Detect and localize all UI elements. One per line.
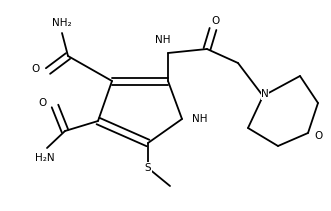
Text: O: O — [314, 131, 322, 141]
Text: NH: NH — [192, 114, 208, 124]
Text: O: O — [212, 16, 220, 26]
Text: NH₂: NH₂ — [52, 18, 72, 28]
Text: NH: NH — [155, 35, 171, 45]
Text: O: O — [39, 98, 47, 108]
Text: N: N — [261, 89, 269, 99]
Text: O: O — [32, 64, 40, 74]
Text: H₂N: H₂N — [35, 153, 55, 163]
Text: S: S — [145, 163, 151, 173]
